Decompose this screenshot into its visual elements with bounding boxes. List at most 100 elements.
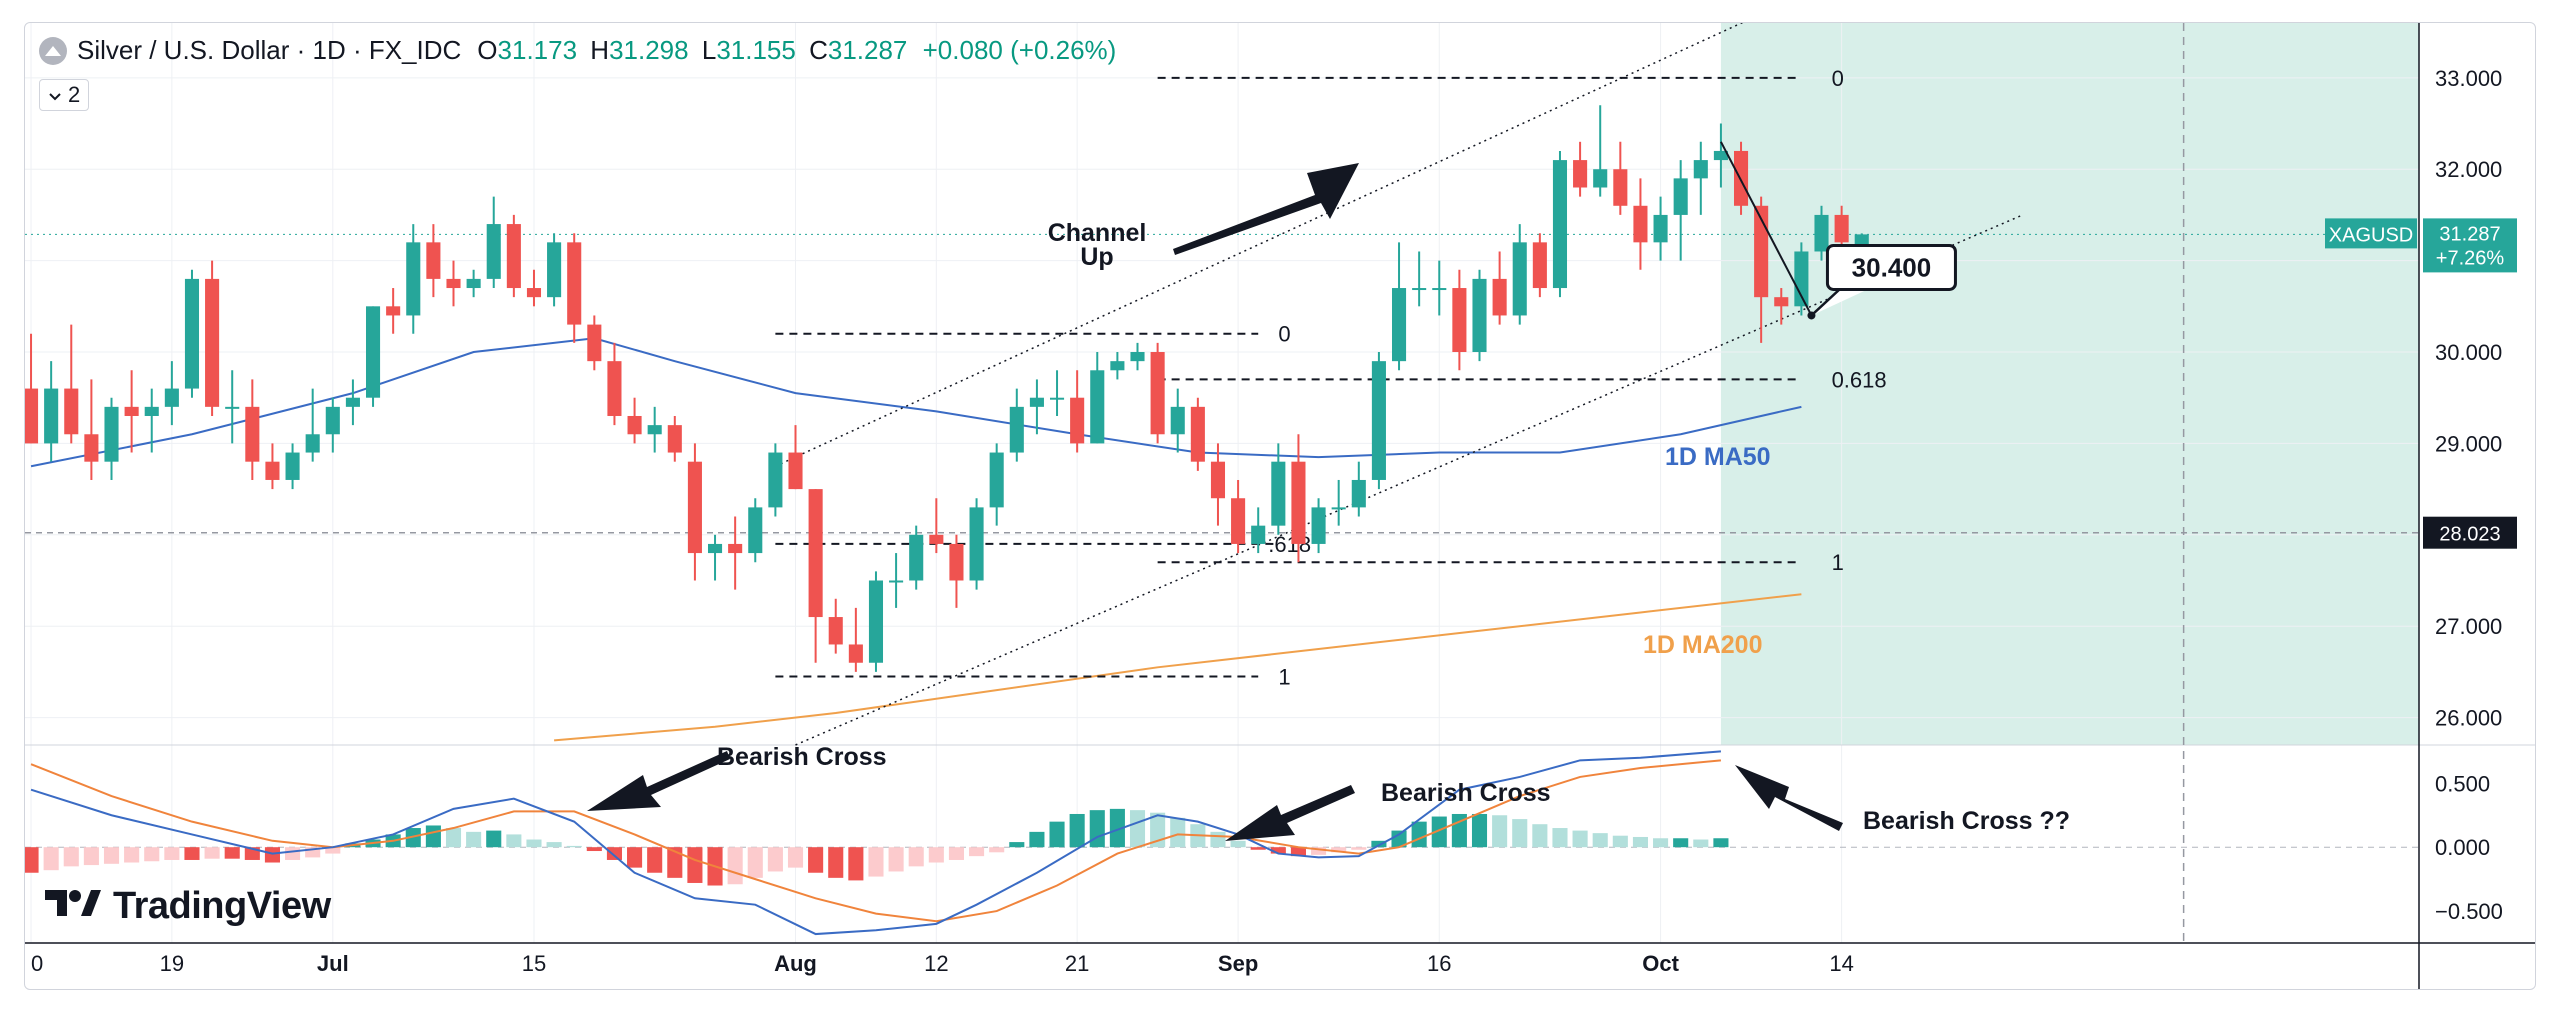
candle [1110,352,1125,380]
candle-body [446,278,461,289]
symbol-title[interactable]: Silver / U.S. Dollar · 1D · FX_IDC [77,35,462,65]
candle-body [1854,234,1869,245]
candle [547,233,562,307]
macd-histogram-bar [1653,838,1669,848]
candle [44,361,59,462]
macd-histogram-bar [969,847,985,857]
macd-histogram-bar [1089,810,1105,848]
candle [687,443,702,581]
candle [526,269,542,307]
ma200-line [554,593,1802,742]
macd-histogram-bar [526,839,542,848]
macd-histogram-bar [1029,831,1045,848]
indicator-count: 2 [68,82,81,107]
macd-histogram-bar [184,847,200,860]
candle [184,269,200,398]
candle [808,489,823,663]
candle-body [1391,288,1407,362]
candle [1613,141,1628,215]
indicator-collapse-button[interactable]: 2 [39,79,90,111]
candle-body [989,452,1004,508]
macd-histogram-bar [103,847,120,864]
macd-histogram-bar [486,830,502,848]
candle-body [949,543,964,581]
macd-histogram-bar [1713,838,1729,848]
change-value: +0.080 (+0.26%) [922,35,1117,65]
candle [506,214,521,298]
macd-histogram-bar [888,847,904,872]
macd-histogram-bar [144,847,160,862]
candle [104,397,119,480]
candle-body [667,425,682,453]
time-tick-label: 16 [1427,951,1451,976]
price-tick-label: 33.000 [2435,66,2502,91]
time-tick-label: 12 [924,951,948,976]
candle-body [44,388,59,444]
macd-histogram-bar [204,847,220,859]
candle-body [768,452,783,508]
symbol-legend: Silver / U.S. Dollar · 1D · FX_IDC O31.1… [39,35,1116,66]
macd-histogram-bar [25,847,39,873]
candle-body [1090,370,1105,444]
candle-body [567,242,582,325]
candle [1210,443,1226,526]
candle-body [64,388,79,435]
channel-upper-line [775,23,1744,467]
macd-histogram-bar [1250,847,1266,850]
projection-zone [1720,23,2419,745]
candle-body [707,543,723,554]
macd-histogram-bar [1431,816,1447,848]
candle-body [1291,461,1306,544]
macd-histogram-bar [667,847,683,878]
candle [1633,178,1648,270]
candle-body [728,543,743,554]
macd-histogram-bar [1109,808,1125,848]
candle-body [547,242,562,298]
candle-body [1633,205,1648,243]
candle [1432,260,1447,316]
macd-histogram-bar [285,847,301,860]
macd-histogram-bar [1411,821,1427,848]
candle-body [687,461,702,554]
macd-signal-line [30,759,1722,923]
macd-histogram-bar [1311,847,1327,855]
candle-body [1814,214,1829,252]
candle [1713,123,1728,188]
price-tick-label: 27.000 [2435,614,2502,639]
candle-body [466,278,481,289]
macd-histogram-bar [828,847,844,878]
candle [1532,233,1547,298]
candle [1351,461,1366,517]
candle [1311,498,1326,554]
chart-canvas[interactable]: 26.00027.00028.00029.00030.00032.00033.0… [25,23,2535,989]
candle [406,224,421,334]
macd-line [30,750,1721,936]
macd-histogram-bar [264,847,280,863]
candle-body [1331,507,1346,510]
candle [1452,269,1467,371]
fib-level-label: 1 [1278,664,1290,689]
candle [567,233,582,343]
candle [285,443,300,490]
candle [1271,443,1286,535]
tradingview-logo[interactable]: TradingView [45,885,331,928]
candle [1090,352,1105,444]
candle-body [1693,160,1708,179]
candle-body [205,278,220,407]
ma50-label: 1D MA50 [1665,443,1771,471]
candle [1331,479,1346,526]
symbol-badge [2325,218,2417,249]
candle [707,534,723,581]
candle [205,260,220,416]
candle-body [1351,479,1366,508]
price-tick-label: 29.000 [2435,431,2502,456]
candle-body [1673,178,1688,215]
candle-body [828,617,843,645]
macd-histogram-bar [1612,835,1628,848]
last-change-badge-label: +7.26% [2436,247,2505,269]
time-tick-label: 14 [1829,951,1853,976]
macd-histogram-bar [767,847,783,872]
macd-histogram-bar [1693,839,1709,848]
macd-histogram-bar [1049,821,1065,848]
macd-histogram-bar [868,847,884,877]
